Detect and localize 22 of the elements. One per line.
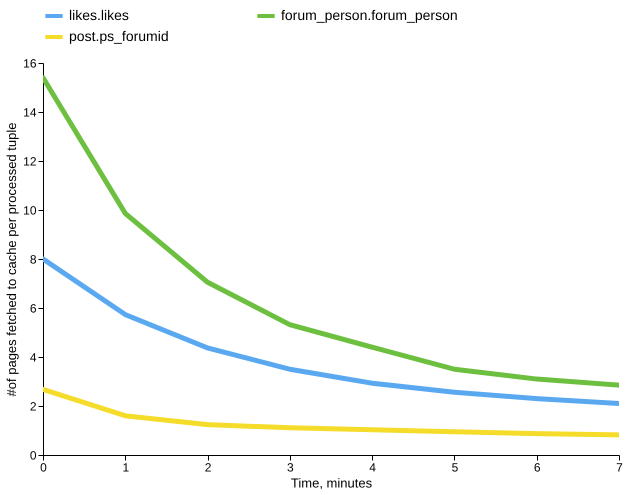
legend-label: post.ps_forumid	[69, 28, 169, 44]
y-tick-label: 0	[30, 448, 37, 462]
x-tick-label: 2	[204, 460, 212, 474]
y-tick-label: 2	[30, 400, 37, 414]
y-tick-label: 14	[23, 106, 37, 120]
y-tick-label: 10	[23, 204, 37, 218]
y-tick-label: 16	[23, 56, 37, 70]
x-tick-label: 0	[40, 460, 48, 474]
y-tick-label: 4	[30, 350, 37, 364]
y-axis-title: #of pages fetched to cache per processed tuple	[4, 122, 20, 396]
x-axis-title: Time, minutes	[290, 476, 373, 490]
y-tick-label: 8	[30, 252, 37, 266]
y-tick-label: 12	[23, 154, 37, 168]
x-tick-label: 6	[534, 460, 541, 474]
y-tick-label: 6	[30, 302, 37, 316]
x-tick-label: 1	[122, 460, 130, 474]
legend-label: likes.likes	[69, 7, 129, 23]
x-tick-label: 5	[452, 460, 459, 474]
x-tick-label: 7	[616, 460, 624, 474]
legend-label: forum_person.forum_person	[281, 7, 458, 23]
x-tick-label: 3	[287, 460, 294, 474]
x-tick-label: 4	[369, 460, 376, 474]
